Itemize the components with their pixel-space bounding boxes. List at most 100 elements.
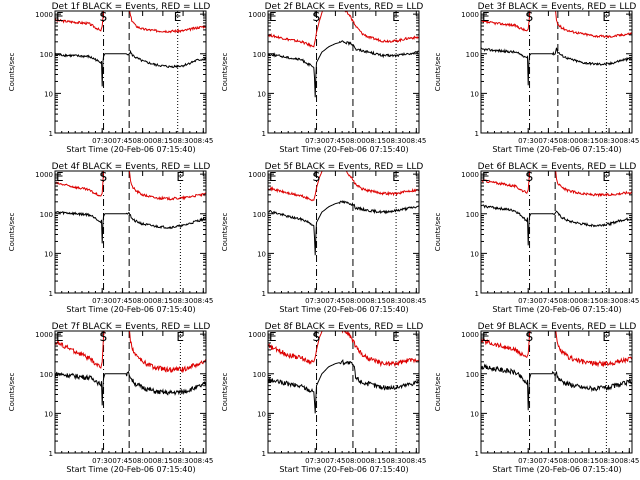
x-tick-label: 08:45 xyxy=(619,137,639,145)
y-axis-label: Counts/sec xyxy=(434,53,442,92)
time-marker-label: S xyxy=(100,10,108,24)
x-tick-label: 07:30 xyxy=(92,137,112,145)
x-tick-label: 08:45 xyxy=(193,297,213,305)
y-tick-label: 10 xyxy=(44,90,53,98)
y-tick-label: 100 xyxy=(40,51,53,59)
lld-series-line xyxy=(55,171,206,201)
time-marker-label: E xyxy=(482,330,490,344)
x-tick-label: 08:00 xyxy=(559,457,579,465)
y-tick-label: 1 xyxy=(475,130,479,138)
time-marker-label: S xyxy=(526,170,534,184)
y-axis-label: Counts/sec xyxy=(221,53,229,92)
plot-frame xyxy=(267,330,420,454)
x-tick-label: 08:45 xyxy=(193,137,213,145)
x-tick-label: 07:45 xyxy=(538,297,558,305)
x-tick-label: 08:30 xyxy=(173,457,193,465)
y-tick-label: 100 xyxy=(253,51,266,59)
plot-area xyxy=(268,11,419,133)
y-tick-label: 100 xyxy=(40,211,53,219)
x-tick-label: 08:00 xyxy=(346,297,366,305)
x-tick-label: 08:45 xyxy=(619,457,639,465)
x-tick-label: 07:45 xyxy=(112,137,132,145)
y-tick-label: 10 xyxy=(470,90,479,98)
x-tick-label: 08:00 xyxy=(133,457,153,465)
time-marker-label: S xyxy=(100,330,108,344)
x-axis-label: Start Time (20-Feb-06 07:15:40) xyxy=(66,305,195,314)
panel-title: Det 7f BLACK = Events, RED = LLD xyxy=(52,322,211,332)
x-tick-label: 08:15 xyxy=(153,297,173,305)
y-tick-label: 1 xyxy=(49,450,53,458)
y-axis-label: Counts/sec xyxy=(434,213,442,252)
panel-title: Det 4f BLACK = Events, RED = LLD xyxy=(52,162,211,172)
y-tick-label: 10 xyxy=(44,410,53,418)
lld-series-line xyxy=(55,11,206,34)
plot-frame xyxy=(267,170,420,294)
plot-frame xyxy=(54,10,207,134)
time-marker-label: S xyxy=(526,10,534,24)
y-tick-label: 10 xyxy=(44,250,53,258)
x-tick-label: 08:15 xyxy=(366,297,386,305)
x-tick-label: 07:45 xyxy=(325,297,345,305)
x-tick-label: 07:30 xyxy=(92,457,112,465)
panel-6: Det 6f BLACK = Events, RED = LLD Counts/s… xyxy=(434,162,639,314)
lld-series-line xyxy=(268,11,419,48)
time-marker-label: E xyxy=(602,170,610,184)
time-marker-label: E xyxy=(56,330,64,344)
y-tick-label: 100 xyxy=(40,371,53,379)
x-tick-label: 08:30 xyxy=(599,457,619,465)
panel-7: Det 7f BLACK = Events, RED = LLD Counts/s… xyxy=(8,322,213,474)
x-tick-label: 08:00 xyxy=(559,137,579,145)
x-tick-label: 08:30 xyxy=(386,457,406,465)
y-tick-label: 1000 xyxy=(248,331,266,339)
y-tick-label: 100 xyxy=(253,371,266,379)
x-tick-label: 08:00 xyxy=(346,137,366,145)
time-marker-label: S xyxy=(313,170,321,184)
x-tick-label: 08:45 xyxy=(193,457,213,465)
x-axis-label: Start Time (20-Feb-06 07:15:40) xyxy=(66,145,195,154)
plot-frame xyxy=(54,330,207,454)
y-tick-label: 1000 xyxy=(461,171,479,179)
events-series-line xyxy=(55,211,206,244)
lld-series-line xyxy=(268,331,419,368)
x-tick-label: 07:30 xyxy=(92,297,112,305)
y-tick-label: 10 xyxy=(470,410,479,418)
events-series-line xyxy=(481,204,632,246)
panel-3: Det 3f BLACK = Events, RED = LLD Counts/s… xyxy=(434,2,639,154)
time-marker-label: E xyxy=(269,330,277,344)
y-tick-label: 10 xyxy=(257,410,266,418)
y-tick-label: 1 xyxy=(262,290,266,298)
x-tick-label: 08:15 xyxy=(579,457,599,465)
lld-series-line xyxy=(55,331,206,374)
time-marker-label: S xyxy=(313,330,321,344)
events-series-line xyxy=(481,363,632,411)
events-series-line xyxy=(55,370,206,406)
x-axis-label: Start Time (20-Feb-06 07:15:40) xyxy=(492,465,621,474)
lld-series-line xyxy=(481,171,632,198)
x-tick-label: 07:45 xyxy=(112,457,132,465)
x-axis-label: Start Time (20-Feb-06 07:15:40) xyxy=(279,465,408,474)
x-tick-label: 08:30 xyxy=(173,137,193,145)
x-axis-label: Start Time (20-Feb-06 07:15:40) xyxy=(279,145,408,154)
y-tick-label: 1000 xyxy=(35,11,53,19)
y-tick-label: 1000 xyxy=(461,11,479,19)
time-marker-label: S xyxy=(526,330,534,344)
x-tick-label: 08:45 xyxy=(406,137,426,145)
x-tick-label: 07:30 xyxy=(518,457,538,465)
panel-title: Det 8f BLACK = Events, RED = LLD xyxy=(265,322,424,332)
panel-2: Det 2f BLACK = Events, RED = LLD Counts/s… xyxy=(221,2,426,154)
x-tick-label: 07:45 xyxy=(325,457,345,465)
panel-4: Det 4f BLACK = Events, RED = LLD Counts/s… xyxy=(8,162,213,314)
panel-9: Det 9f BLACK = Events, RED = LLD Counts/s… xyxy=(434,322,639,474)
panel-8: Det 8f BLACK = Events, RED = LLD Counts/s… xyxy=(221,322,426,474)
time-marker-label: E xyxy=(174,10,182,24)
events-series-line xyxy=(268,358,419,414)
plot-area xyxy=(481,331,632,453)
x-tick-label: 07:30 xyxy=(305,137,325,145)
y-tick-label: 1000 xyxy=(35,171,53,179)
plot-area xyxy=(55,331,206,453)
time-marker-label: E xyxy=(602,330,610,344)
y-axis-label: Counts/sec xyxy=(8,213,16,252)
time-marker-label: E xyxy=(56,10,64,24)
plot-frame xyxy=(480,170,633,294)
